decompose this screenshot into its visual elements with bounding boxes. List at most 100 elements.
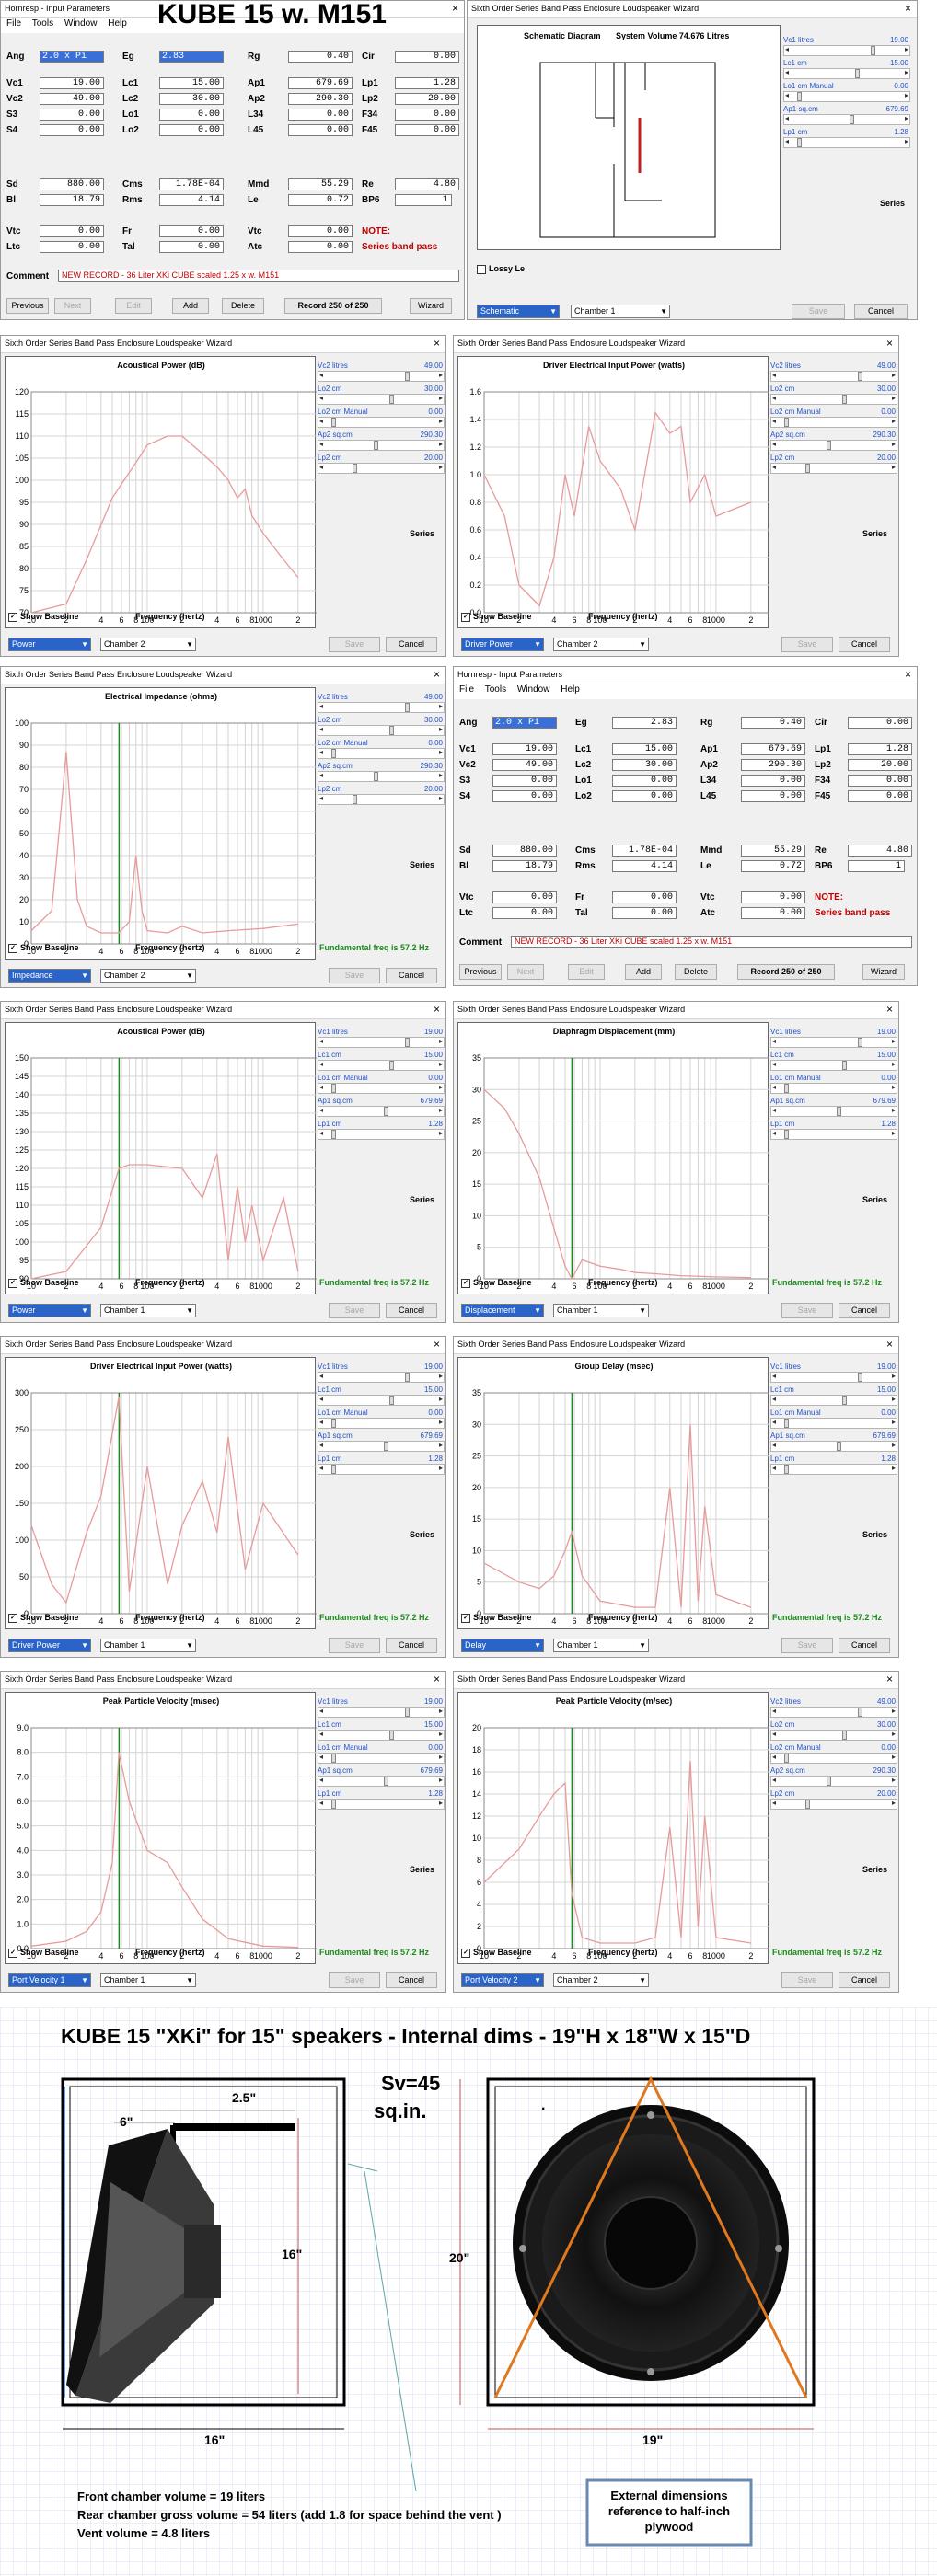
mode-select[interactable]: Power ▼ (8, 638, 91, 651)
param-field-lp2[interactable]: 20.00 (848, 759, 912, 771)
arrow-left-icon[interactable]: ◂ (319, 1776, 324, 1784)
arrow-right-icon[interactable]: ▸ (904, 45, 908, 53)
arrow-right-icon[interactable]: ▸ (438, 1129, 443, 1137)
arrow-left-icon[interactable]: ◂ (772, 394, 777, 402)
show-baseline-checkbox[interactable]: ✓ Show Baseline (461, 1278, 532, 1288)
slider-thumb[interactable] (783, 1419, 789, 1428)
param-field-vtc[interactable]: 0.00 (40, 225, 104, 237)
control-scrollbar[interactable]: ◂ ▸ (770, 417, 897, 428)
previous-button[interactable]: Previous (6, 298, 49, 314)
param-field-bp6[interactable]: 1 (848, 860, 905, 872)
arrow-right-icon[interactable]: ▸ (891, 1083, 896, 1091)
slider-thumb[interactable] (804, 464, 810, 473)
arrow-left-icon[interactable]: ◂ (319, 702, 324, 710)
arrow-left-icon[interactable]: ◂ (319, 1129, 324, 1137)
arrow-left-icon[interactable]: ◂ (319, 1060, 324, 1068)
arrow-left-icon[interactable]: ◂ (785, 91, 790, 99)
param-field-re[interactable]: 4.80 (395, 178, 459, 190)
control-scrollbar[interactable]: ◂ ▸ (318, 1060, 445, 1071)
arrow-left-icon[interactable]: ◂ (772, 440, 777, 448)
control-scrollbar[interactable]: ◂ ▸ (783, 68, 910, 79)
param-field-ang[interactable]: 2.0 x Pi (492, 717, 557, 729)
control-scrollbar[interactable]: ◂ ▸ (770, 1464, 897, 1475)
param-field-lc2[interactable]: 30.00 (159, 93, 224, 105)
slider-thumb[interactable] (330, 1084, 336, 1093)
param-field-cms[interactable]: 1.78E-04 (612, 845, 677, 857)
checkbox-box[interactable] (477, 264, 486, 274)
control-scrollbar[interactable]: ◂ ▸ (318, 394, 445, 405)
slider-thumb[interactable] (352, 795, 357, 804)
arrow-left-icon[interactable]: ◂ (319, 1464, 324, 1472)
slider-thumb[interactable] (783, 1465, 789, 1474)
arrow-right-icon[interactable]: ▸ (891, 1799, 896, 1807)
save-button[interactable]: Save (781, 637, 833, 652)
arrow-left-icon[interactable]: ◂ (319, 463, 324, 471)
menu-tools[interactable]: Tools (484, 684, 507, 695)
param-field-ang[interactable]: 2.0 x Pi (40, 51, 104, 63)
cancel-button[interactable]: Cancel (386, 1638, 437, 1653)
param-field-sd[interactable]: 880.00 (40, 178, 104, 190)
mode-select[interactable]: Port Velocity 2 ▼ (461, 1973, 544, 1987)
slider-thumb[interactable] (783, 1084, 789, 1093)
arrow-left-icon[interactable]: ◂ (772, 1753, 777, 1761)
save-button[interactable]: Save (329, 1638, 380, 1653)
arrow-left-icon[interactable]: ◂ (772, 1083, 777, 1091)
param-field-fr[interactable]: 0.00 (159, 225, 224, 237)
slider-thumb[interactable] (330, 1130, 336, 1139)
show-baseline-checkbox[interactable]: ✓ Show Baseline (461, 612, 532, 622)
close-icon[interactable]: × (885, 1003, 893, 1016)
control-scrollbar[interactable]: ◂ ▸ (770, 1372, 897, 1383)
control-scrollbar[interactable]: ◂ ▸ (770, 1083, 897, 1094)
slider-thumb[interactable] (783, 1130, 789, 1139)
param-field-re[interactable]: 4.80 (848, 845, 912, 857)
slider-thumb[interactable] (405, 703, 411, 712)
param-field-sd[interactable]: 880.00 (492, 845, 557, 857)
slider-thumb[interactable] (330, 418, 336, 427)
param-field-rms[interactable]: 4.14 (612, 860, 677, 872)
arrow-left-icon[interactable]: ◂ (319, 1083, 324, 1091)
param-field-s3[interactable]: 0.00 (492, 775, 557, 787)
param-field-lo2[interactable]: 0.00 (159, 124, 224, 136)
param-field-l34[interactable]: 0.00 (741, 775, 805, 787)
lossy-le-checkbox[interactable]: Lossy Le (477, 264, 525, 274)
arrow-right-icon[interactable]: ▸ (891, 1707, 896, 1715)
arrow-right-icon[interactable]: ▸ (891, 394, 896, 402)
slider-thumb[interactable] (389, 395, 394, 404)
param-field-cir[interactable]: 0.00 (848, 717, 912, 729)
arrow-left-icon[interactable]: ◂ (772, 1441, 777, 1449)
cancel-button[interactable]: Cancel (386, 1303, 437, 1318)
arrow-right-icon[interactable]: ▸ (438, 440, 443, 448)
close-icon[interactable]: × (885, 337, 893, 350)
menu-file[interactable]: File (6, 18, 22, 29)
param-field-ap1[interactable]: 679.69 (288, 77, 353, 89)
slider-thumb[interactable] (389, 1061, 394, 1070)
chamber-select[interactable]: Chamber 1 ▼ (100, 1639, 196, 1652)
arrow-left-icon[interactable]: ◂ (319, 371, 324, 379)
arrow-right-icon[interactable]: ▸ (438, 1106, 443, 1114)
param-field-lo1[interactable]: 0.00 (159, 109, 224, 121)
show-baseline-checkbox[interactable]: ✓ Show Baseline (8, 612, 79, 622)
arrow-right-icon[interactable]: ▸ (438, 1372, 443, 1380)
param-field-lp1[interactable]: 1.28 (395, 77, 459, 89)
arrow-right-icon[interactable]: ▸ (438, 1395, 443, 1403)
mode-select[interactable]: Delay ▼ (461, 1639, 544, 1652)
param-field-vc2[interactable]: 49.00 (492, 759, 557, 771)
arrow-right-icon[interactable]: ▸ (438, 371, 443, 379)
arrow-left-icon[interactable]: ◂ (772, 1060, 777, 1068)
param-field-mmd[interactable]: 55.29 (288, 178, 353, 190)
arrow-left-icon[interactable]: ◂ (319, 1106, 324, 1114)
control-scrollbar[interactable]: ◂ ▸ (770, 1730, 897, 1741)
mode-select[interactable]: Driver Power ▼ (8, 1639, 91, 1652)
param-field-le[interactable]: 0.72 (741, 860, 805, 872)
param-field-atc[interactable]: 0.00 (288, 241, 353, 253)
arrow-left-icon[interactable]: ◂ (772, 1730, 777, 1738)
arrow-right-icon[interactable]: ▸ (438, 702, 443, 710)
arrow-left-icon[interactable]: ◂ (319, 1799, 324, 1807)
control-scrollbar[interactable]: ◂ ▸ (318, 1106, 445, 1117)
slider-thumb[interactable] (389, 1396, 394, 1405)
arrow-left-icon[interactable]: ◂ (772, 417, 777, 425)
control-scrollbar[interactable]: ◂ ▸ (770, 1441, 897, 1452)
arrow-left-icon[interactable]: ◂ (319, 1753, 324, 1761)
control-scrollbar[interactable]: ◂ ▸ (783, 91, 910, 102)
control-scrollbar[interactable]: ◂ ▸ (770, 1418, 897, 1429)
